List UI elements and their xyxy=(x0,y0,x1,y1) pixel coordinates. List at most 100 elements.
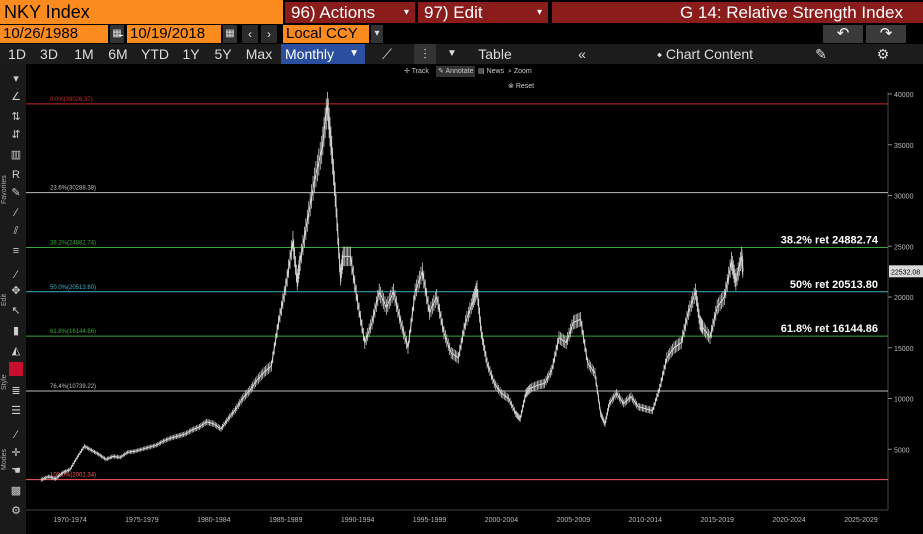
news-button[interactable]: ▤ News xyxy=(478,68,505,75)
ticker-field[interactable]: NKY Index xyxy=(0,0,283,24)
x-tick-label: 1970-1974 xyxy=(53,517,87,524)
range-max[interactable]: Max xyxy=(245,46,273,62)
move-icon[interactable]: ✥ xyxy=(11,285,21,297)
range-1m[interactable]: 1M xyxy=(74,46,94,62)
table-button[interactable]: Table xyxy=(478,46,512,62)
chevron-left-icon[interactable]: ‹ xyxy=(242,25,258,43)
line-tool-icon[interactable]: ∠ xyxy=(11,91,21,103)
function-title: G 14: Relative Strength Index xyxy=(552,2,923,23)
period-label: Monthly xyxy=(285,46,335,62)
favorites-label: Favorites xyxy=(1,175,8,204)
range-1d[interactable]: 1D xyxy=(8,46,26,62)
gear-icon[interactable]: ⚙ xyxy=(876,46,890,62)
y-tick-label: 30000 xyxy=(894,194,914,201)
collapse-icon[interactable]: « xyxy=(578,46,586,62)
caret-down-icon: ▾ xyxy=(536,7,542,18)
last-price-tag xyxy=(889,265,923,278)
calendar-icon[interactable]: ▦ xyxy=(110,25,124,43)
modes-label: Modes xyxy=(1,448,8,470)
scale-tool-icon[interactable]: ⇅ xyxy=(11,111,21,123)
x-tick-label: 1975-1979 xyxy=(125,517,159,524)
currency-select[interactable]: Local CCY xyxy=(283,25,369,43)
end-date-field[interactable]: 10/19/2018 xyxy=(127,25,221,43)
pointer-icon[interactable]: ↖ xyxy=(11,305,21,317)
line-weight-icon[interactable]: ≣ xyxy=(11,385,21,397)
fib-level-label: 61.8%(16144.86) xyxy=(50,329,96,335)
fib-annotation: 38.2% ret 24882.74 xyxy=(781,234,879,246)
pen-tool-icon[interactable]: ∕ xyxy=(15,207,17,219)
edit-label: 97) Edit xyxy=(424,3,483,22)
annotate-button[interactable]: ✎ Annotate xyxy=(436,66,476,77)
track-button[interactable]: ✛ Track xyxy=(404,68,429,75)
brush-tool-icon[interactable]: ✎ xyxy=(11,187,21,199)
hand-icon[interactable]: ☚ xyxy=(11,465,21,477)
x-tick-label: 2025-2029 xyxy=(844,517,878,524)
y-tick-label: 20000 xyxy=(894,295,914,302)
fill-icon[interactable]: ◭ xyxy=(11,345,21,357)
crosshair-icon[interactable]: ✛ xyxy=(11,447,21,459)
settings-icon[interactable]: ⚙ xyxy=(11,505,21,517)
pencil-icon[interactable]: ✎ xyxy=(815,46,827,62)
period-select[interactable]: Monthly ▼ xyxy=(281,44,365,64)
line-chart-icon[interactable]: ⟋ xyxy=(382,46,392,62)
channel-tool-icon[interactable]: ⫽ xyxy=(13,225,19,237)
fib-level-label: 38.2%(24882.74) xyxy=(50,240,96,246)
x-tick-label: 2010-2014 xyxy=(629,517,663,524)
calendar-icon[interactable]: ▦ xyxy=(223,25,237,43)
x-tick-label: 2020-2024 xyxy=(772,517,806,524)
fib-tool-icon[interactable]: ⇵ xyxy=(11,129,21,141)
date-separator: - xyxy=(118,26,124,42)
chart-content-button[interactable]: ⬩ Chart Content xyxy=(640,44,770,64)
date-bar: 10/26/1988 ▦ - 10/19/2018 ▦ ‹ › Local CC… xyxy=(0,24,923,44)
news-label: News xyxy=(486,68,505,75)
y-tick-label: 35000 xyxy=(894,143,914,150)
track-label: Track xyxy=(411,68,429,75)
zoom-button[interactable]: ⌕ Zoom xyxy=(508,68,532,75)
annotate-label: Annotate xyxy=(445,68,474,75)
last-price-label: 22532.08 xyxy=(891,269,920,276)
color-swatch[interactable] xyxy=(9,362,23,376)
fib-level-label: 100.0%(2001.34) xyxy=(50,473,96,479)
tag-icon: ⬩ xyxy=(656,46,662,62)
caret-down-icon: ▾ xyxy=(403,7,409,18)
caret-down-icon[interactable]: ▾ xyxy=(371,25,383,43)
range-3d[interactable]: 3D xyxy=(40,46,58,62)
pencil-mode-icon[interactable]: ∕ xyxy=(15,429,17,441)
candle-icon[interactable]: ⫶ xyxy=(414,44,436,64)
range-ytd[interactable]: YTD xyxy=(141,46,169,62)
x-tick-label: 1990-1994 xyxy=(341,517,375,524)
y-tick-label: 15000 xyxy=(894,346,914,353)
x-tick-label: 1985-1989 xyxy=(269,517,303,524)
range-bar: 1D 3D 1M 6M YTD 1Y 5Y Max Monthly ▼ ⟋ ⫶ … xyxy=(0,44,923,64)
caret-down-icon[interactable]: ▼ xyxy=(447,48,457,59)
edit-menu-button[interactable]: 97) Edit ▾ xyxy=(418,2,548,23)
line-style-icon[interactable]: ☰ xyxy=(11,405,21,417)
left-toolbar: ▾ ∠ ⇅ ⇵ ▥ R ✎ ∕ ⫽ ≡ ∕ ✥ ↖ ▮ ◭ ≣ ☰ ∕ ✛ ☚ … xyxy=(0,64,26,534)
reset-label: Reset xyxy=(515,83,535,90)
fib-annotation: 61.8% ret 16144.86 xyxy=(781,323,878,335)
y-tick-label: 25000 xyxy=(894,244,914,251)
y-tick-label: 40000 xyxy=(894,92,914,99)
chart-content-label: Chart Content xyxy=(665,46,754,62)
range-6m[interactable]: 6M xyxy=(108,46,128,62)
bar-tool-icon[interactable]: ▥ xyxy=(10,149,22,161)
trash-icon[interactable]: ▮ xyxy=(12,325,20,337)
zoom-label: Zoom xyxy=(513,68,532,75)
undo-icon[interactable]: ↶ xyxy=(823,25,863,43)
x-tick-label: 2015-2019 xyxy=(700,517,734,524)
range-1y[interactable]: 1Y xyxy=(182,46,200,62)
redo-icon[interactable]: ↷ xyxy=(866,25,906,43)
price-chart[interactable]: 5000 10000 15000 20000 25000 30000 35000 40000 1… xyxy=(26,92,923,534)
arrow-tool-icon[interactable]: ▾ xyxy=(13,73,19,85)
start-date-field[interactable]: 10/26/1988 xyxy=(0,25,108,43)
fib-level-label: 23.6%(30288.38) xyxy=(50,186,96,192)
draw-line-icon[interactable]: ∕ xyxy=(15,269,17,281)
style-label: Style xyxy=(1,374,8,390)
r-tool-icon[interactable]: R xyxy=(12,169,20,181)
color-picker-icon[interactable]: ▩ xyxy=(10,485,22,497)
chevron-right-icon[interactable]: › xyxy=(261,25,277,43)
bars-tool-icon[interactable]: ≡ xyxy=(12,245,20,257)
reset-button[interactable]: ⊗ Reset xyxy=(508,83,535,90)
range-5y[interactable]: 5Y xyxy=(214,46,232,62)
actions-menu-button[interactable]: 96) Actions ▾ xyxy=(285,2,415,23)
